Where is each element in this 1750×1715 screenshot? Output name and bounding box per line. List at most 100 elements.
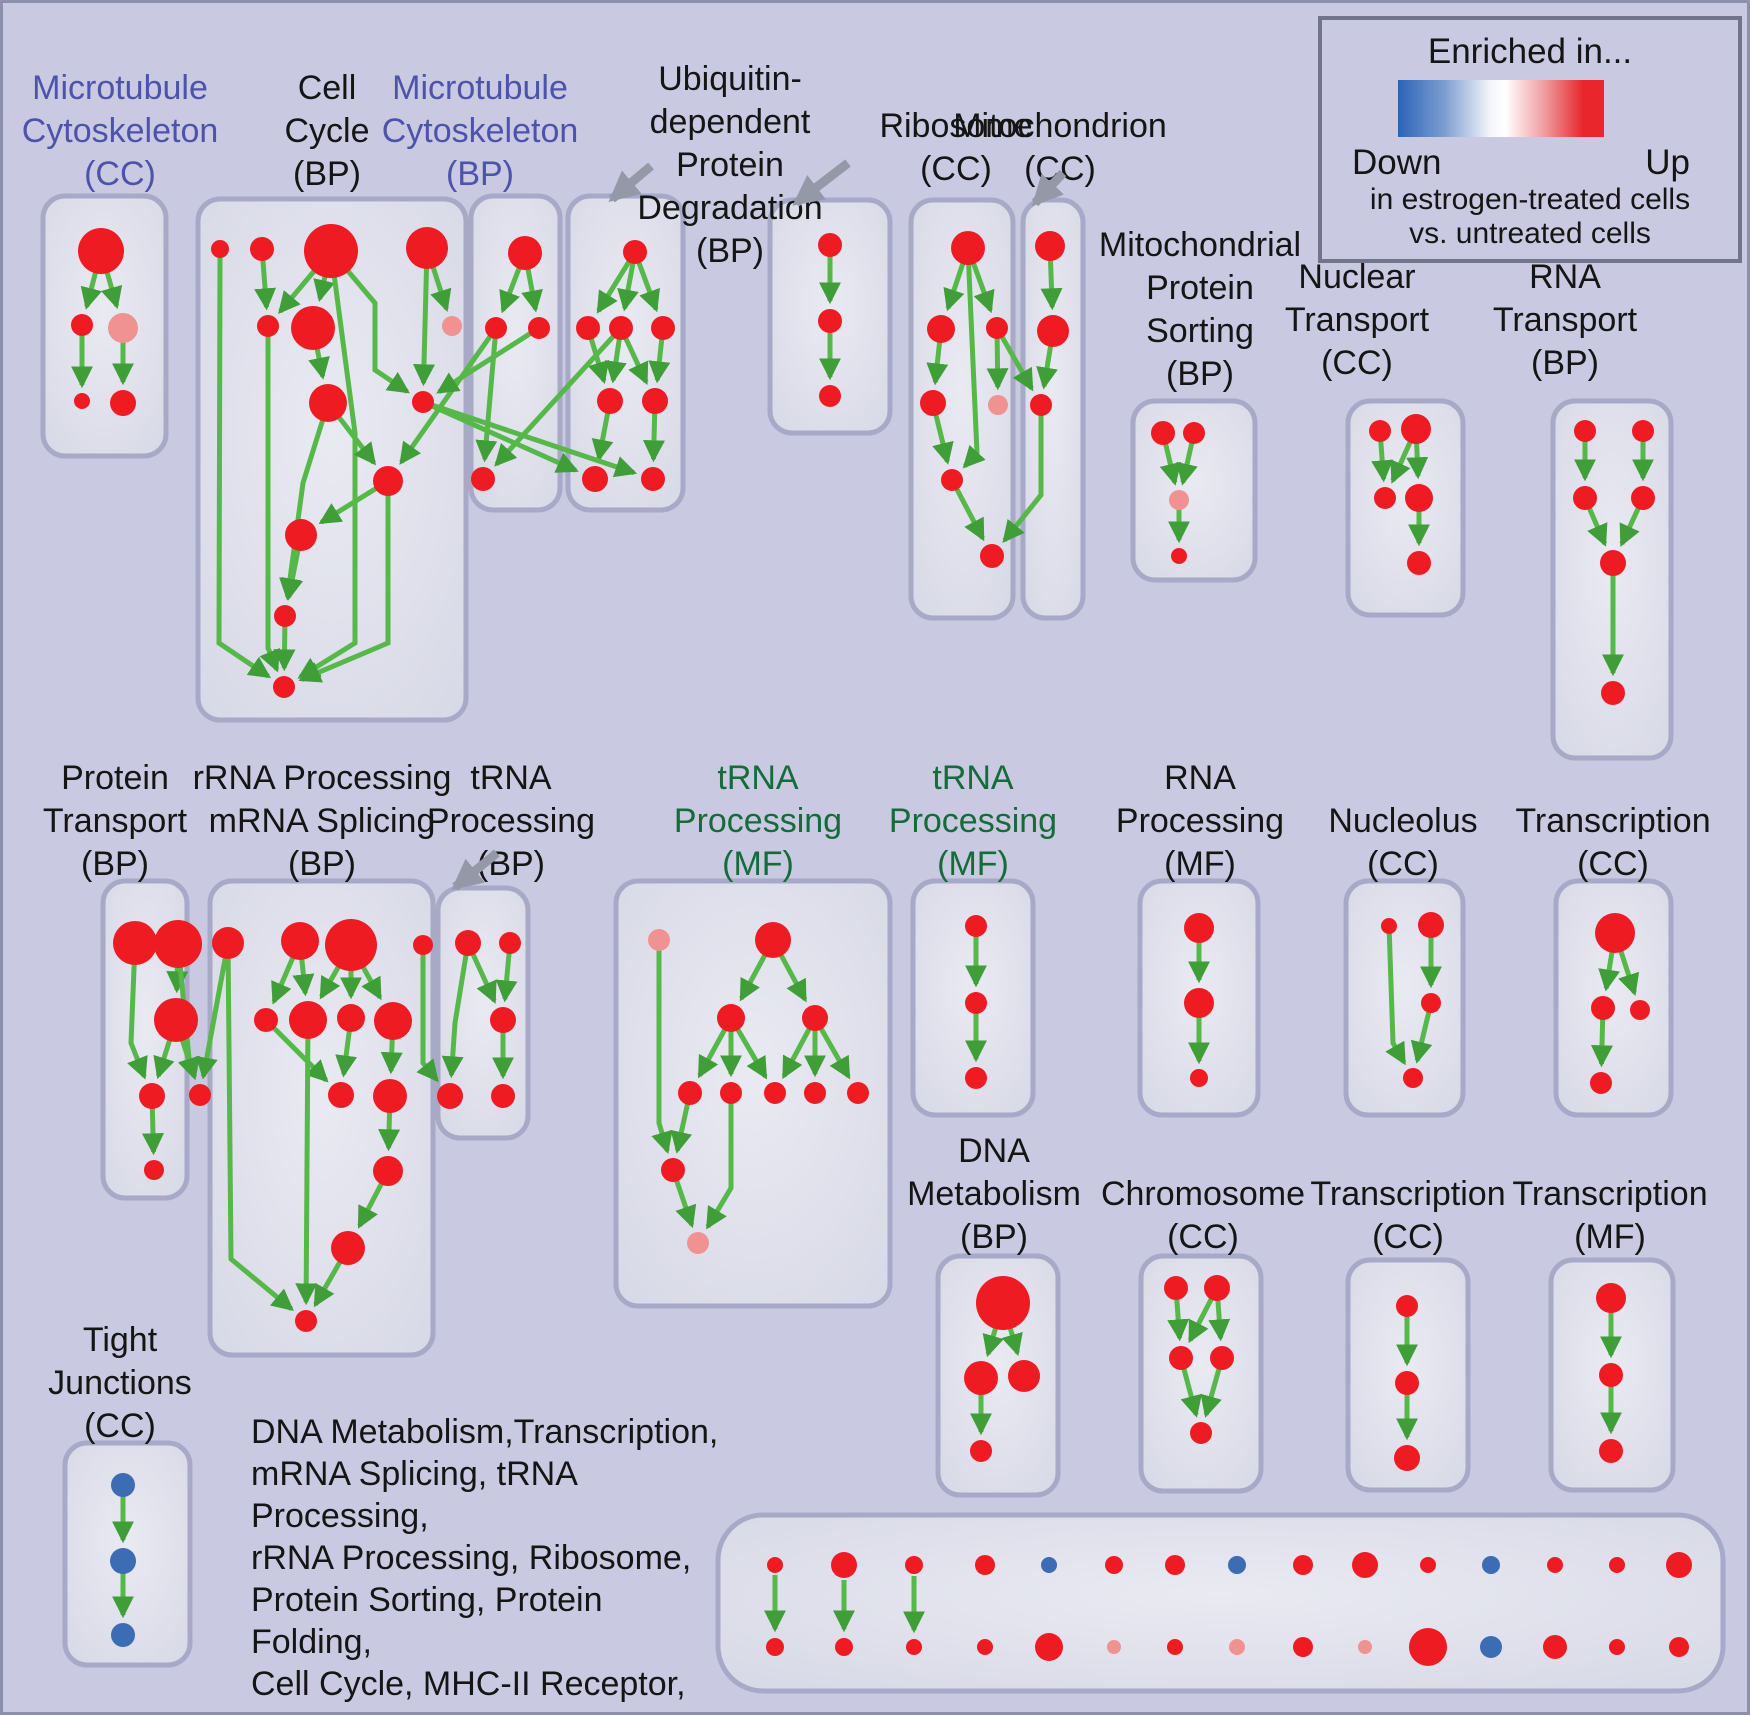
cluster-box-chromosome xyxy=(1138,1253,1264,1494)
go-term-node xyxy=(508,236,542,270)
edge-arrow-trna-processing-mf-large xyxy=(739,948,771,1002)
cluster-box-transcription-cc-row2 xyxy=(1553,878,1674,1118)
cross-edge-arrow xyxy=(195,951,229,1080)
go-term-node xyxy=(977,1639,993,1655)
cluster-label-rna-transport: RNA Transport (BP) xyxy=(1493,258,1638,382)
go-term-node xyxy=(980,544,1004,568)
go-term-node xyxy=(328,1082,354,1108)
cluster-label-trna-processing-mf-large: tRNA Processing (MF) xyxy=(674,759,842,883)
go-term-node xyxy=(528,317,550,339)
go-term-node xyxy=(642,388,668,414)
go-term-node xyxy=(1165,1555,1185,1575)
go-term-node xyxy=(74,393,90,409)
legend-down-label: Down xyxy=(1352,143,1442,182)
edge-arrow-trna-processing-mf-large xyxy=(672,1175,697,1229)
edge-arrow-trna-processing-mf-large xyxy=(670,1099,693,1154)
cluster-label-ribosome: Ribosome (CC) xyxy=(879,107,1032,188)
go-term-node xyxy=(373,1156,403,1186)
edge-arrow-nucleolus xyxy=(1410,1008,1433,1064)
cross-edge-arrow xyxy=(1002,411,1044,543)
go-term-node xyxy=(687,1232,709,1254)
go-term-node xyxy=(373,466,403,496)
go-term-node xyxy=(1409,1628,1447,1666)
edge-arrow-cell-cycle xyxy=(216,254,272,679)
edge-arrow-cell-cycle xyxy=(297,266,358,680)
edge-arrow-ubiquitin-degradation-1 xyxy=(642,408,665,463)
go-term-node xyxy=(113,921,157,965)
edge-arrow-trna-processing-mf-large xyxy=(651,946,673,1154)
edge-arrow-cell-cycle xyxy=(339,261,410,394)
go-term-node xyxy=(1418,912,1444,938)
misc-note-line: rRNA Processing, Ribosome, xyxy=(251,1539,692,1577)
edge-arrow-rna-transport xyxy=(1619,503,1643,547)
go-term-node xyxy=(609,316,633,340)
misc-note-line: mRNA Splicing, tRNA Processing, xyxy=(251,1455,576,1535)
go-term-node xyxy=(1184,913,1214,943)
go-term-node xyxy=(413,935,433,955)
edge-arrow-rrna-processing-mrna-splicing xyxy=(313,1255,346,1308)
go-term-node xyxy=(1666,1552,1692,1578)
go-term-node xyxy=(767,1557,783,1573)
go-term-node xyxy=(1403,1068,1423,1088)
go-term-node xyxy=(374,1002,412,1040)
go-term-node xyxy=(648,929,670,951)
go-term-node xyxy=(1394,1445,1420,1471)
cluster-label-transcription-cc-row2: Transcription (CC) xyxy=(1515,802,1710,883)
go-term-node xyxy=(1420,1557,1436,1573)
go-term-node xyxy=(1573,486,1597,510)
go-term-node xyxy=(406,227,448,269)
go-term-node xyxy=(1601,681,1625,705)
go-term-node xyxy=(1599,1439,1623,1463)
edge-arrow-cell-cycle xyxy=(279,413,327,601)
go-term-node xyxy=(651,316,675,340)
go-term-node xyxy=(1169,1346,1193,1370)
go-term-node xyxy=(641,467,665,491)
go-term-node xyxy=(965,1067,987,1089)
go-term-node xyxy=(678,1081,702,1105)
go-term-node xyxy=(490,1007,516,1033)
edge-arrow-rna-transport xyxy=(1585,503,1608,547)
edge-arrow-trna-processing-mf-large xyxy=(733,1023,768,1080)
go-term-node xyxy=(965,915,987,937)
cluster-label-nucleolus: Nucleolus (CC) xyxy=(1328,802,1477,883)
go-term-node xyxy=(1204,1275,1230,1301)
go-term-node xyxy=(110,1548,136,1574)
cross-edge-arrow xyxy=(436,329,535,394)
go-term-node xyxy=(1183,422,1205,444)
cluster-label-trna-processing-bp: tRNA Processing (BP) xyxy=(427,759,595,883)
go-term-node xyxy=(1167,1639,1183,1655)
cluster-label-microtubule-cc: Microtubule Cytoskeleton (CC) xyxy=(22,69,219,193)
legend-title: Enriched in... xyxy=(1427,32,1633,71)
go-term-node xyxy=(976,1276,1030,1330)
go-term-node xyxy=(1190,1422,1212,1444)
go-term-node xyxy=(281,922,319,960)
edge-arrow-ubiquitin-degradation-1 xyxy=(591,408,614,462)
go-term-node xyxy=(325,919,377,971)
go-term-node xyxy=(582,466,608,492)
go-term-node xyxy=(1293,1555,1313,1575)
go-term-node xyxy=(1632,420,1654,442)
cluster-label-ubiquitin-degradation-1: Ubiquitin-dependent Protein Degradation (BP… xyxy=(637,60,822,270)
cross-edge-arrow xyxy=(428,401,638,478)
go-term-node xyxy=(485,317,507,339)
cluster-label-rrna-processing-mrna-splicing: rRNA Processing mRNA Splicing (BP) xyxy=(193,759,452,883)
go-term-node xyxy=(1041,1557,1057,1573)
cluster-label-nuclear-transport: Nuclear Transport (CC) xyxy=(1285,258,1430,382)
edge-arrow-ubiquitin-degradation-1 xyxy=(596,256,634,314)
edge-arrow-trna-processing-bp xyxy=(468,949,497,1004)
go-term-node xyxy=(139,1083,165,1109)
edge-arrow-rrna-processing-mrna-splicing xyxy=(295,1031,318,1306)
cluster-box-ubiquitin-degradation-1 xyxy=(565,193,686,513)
edge-arrow-cell-cycle xyxy=(333,410,377,466)
edge-arrow-trna-processing-mf-large xyxy=(705,1099,734,1230)
legend-up-label: Up xyxy=(1645,143,1690,182)
go-term-node xyxy=(1369,420,1391,442)
edge-arrow-transcription-cc-row2 xyxy=(1591,1015,1613,1068)
go-term-node xyxy=(1169,490,1189,510)
go-term-node xyxy=(154,998,198,1042)
edge-arrow-mitochondrion xyxy=(1040,254,1063,311)
edge-arrow-nuclear-transport xyxy=(1390,436,1415,484)
edge-arrow-cell-cycle xyxy=(412,260,435,387)
edge-arrow-cell-cycle xyxy=(298,490,391,683)
edge-arrow-chromosome xyxy=(1208,1295,1231,1342)
